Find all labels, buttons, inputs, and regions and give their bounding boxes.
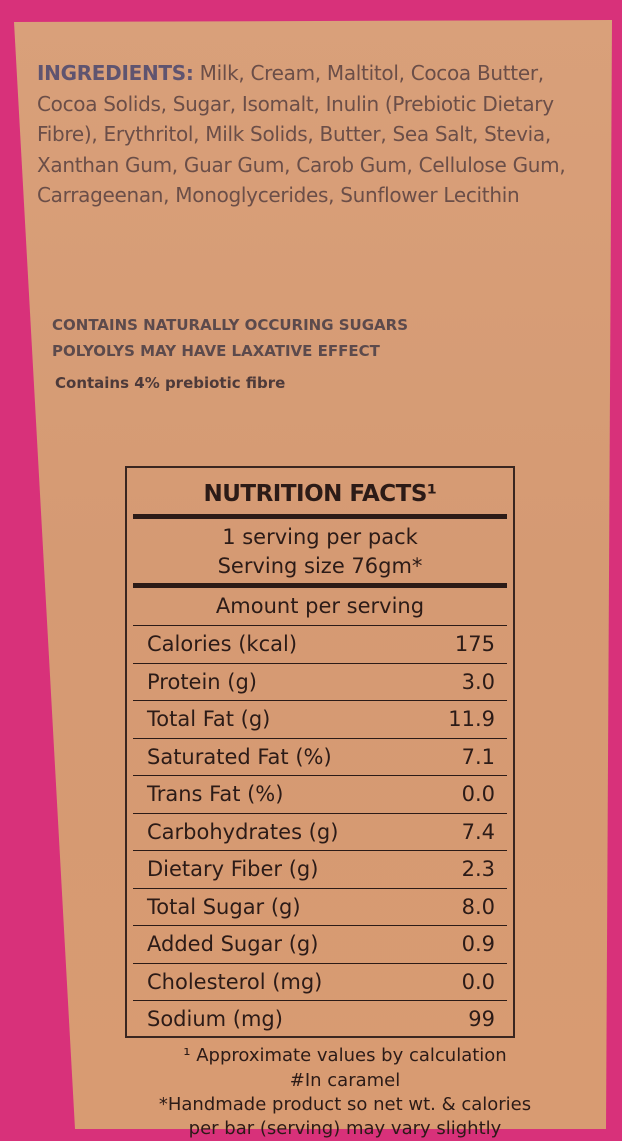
- nutrient-row: Trans Fat (%) 0.0: [133, 776, 507, 814]
- nutrient-row: Carbohydrates (g) 7.4: [133, 814, 507, 851]
- nutrient-name: Total Sugar (g): [147, 894, 301, 919]
- nutrient-row: Calories (kcal) 175: [133, 626, 507, 664]
- nutrient-row: Saturated Fat (%) 7.1: [133, 739, 507, 776]
- nutrition-title: NUTRITION FACTS¹: [133, 468, 507, 519]
- nutrient-row: Total Sugar (g) 8.0: [133, 889, 507, 926]
- footnote-caramel: #In caramel: [289, 1070, 401, 1091]
- nutrient-name: Saturated Fat (%): [147, 744, 332, 769]
- serving-size: Serving size 76gm*: [217, 554, 423, 578]
- nutrient-name: Protein (g): [147, 669, 258, 694]
- footnote-vary: per bar (serving) may vary slightly: [188, 1118, 502, 1139]
- nutrient-row: Protein (g) 3.0: [133, 664, 507, 701]
- nutrient-name: Trans Fat (%): [147, 782, 284, 806]
- nutrient-value: 11.9: [448, 707, 495, 731]
- nutrient-value: 0.0: [461, 782, 495, 806]
- nutrient-name: Carbohydrates (g): [147, 819, 339, 844]
- amount-per-serving: Amount per serving: [133, 588, 507, 626]
- nutrient-row: Added Sugar (g) 0.9: [133, 926, 507, 964]
- warning-polyols: POLYOLYS MAY HAVE LAXATIVE EFFECT: [52, 342, 380, 360]
- nutrient-name: Cholesterol (mg): [147, 969, 323, 994]
- nutrient-name: Dietary Fiber (g): [147, 857, 319, 881]
- nutrient-row: Total Fat (g) 11.9: [133, 701, 507, 739]
- nutrient-value: 7.4: [461, 819, 495, 844]
- nutrient-value: 99: [468, 1007, 495, 1031]
- ingredients-heading: INGREDIENTS:: [37, 61, 194, 85]
- footnote-approximate: ¹ Approximate values by calculation: [183, 1045, 507, 1066]
- nutrient-value: 8.0: [461, 894, 495, 919]
- nutrient-row: Cholesterol (mg) 0.0: [133, 964, 507, 1001]
- nutrient-row: Sodium (mg) 99: [133, 1001, 507, 1038]
- nutrient-name: Total Fat (g): [147, 707, 271, 731]
- ingredients-text: Milk, Cream, Maltitol, Cocoa Butter, Coc…: [37, 61, 566, 207]
- nutrient-name: Calories (kcal): [147, 632, 298, 656]
- nutrient-name: Added Sugar (g): [147, 932, 319, 956]
- nutrient-row: Dietary Fiber (g) 2.3: [133, 851, 507, 889]
- ingredients-list: INGREDIENTS: Milk, Cream, Maltitol, Coco…: [37, 58, 602, 211]
- nutrient-value: 0.0: [461, 969, 495, 994]
- nutrient-value: 7.1: [461, 744, 495, 769]
- warning-sugars: CONTAINS NATURALLY OCCURING SUGARS: [52, 316, 409, 334]
- nutrient-name: Sodium (mg): [147, 1007, 283, 1031]
- fibre-note: Contains 4% prebiotic fibre: [55, 374, 286, 392]
- footnote-handmade: *Handmade product so net wt. & calories: [158, 1094, 532, 1115]
- nutrient-value: 175: [454, 632, 495, 656]
- nutrition-facts-table: NUTRITION FACTS¹ 1 serving per pack Serv…: [125, 466, 515, 1038]
- nutrient-value: 3.0: [461, 669, 495, 694]
- serving-info: 1 serving per pack Serving size 76gm*: [133, 519, 507, 588]
- servings-per-pack: 1 serving per pack: [222, 525, 418, 549]
- nutrient-value: 0.9: [461, 932, 495, 956]
- nutrient-value: 2.3: [461, 857, 495, 881]
